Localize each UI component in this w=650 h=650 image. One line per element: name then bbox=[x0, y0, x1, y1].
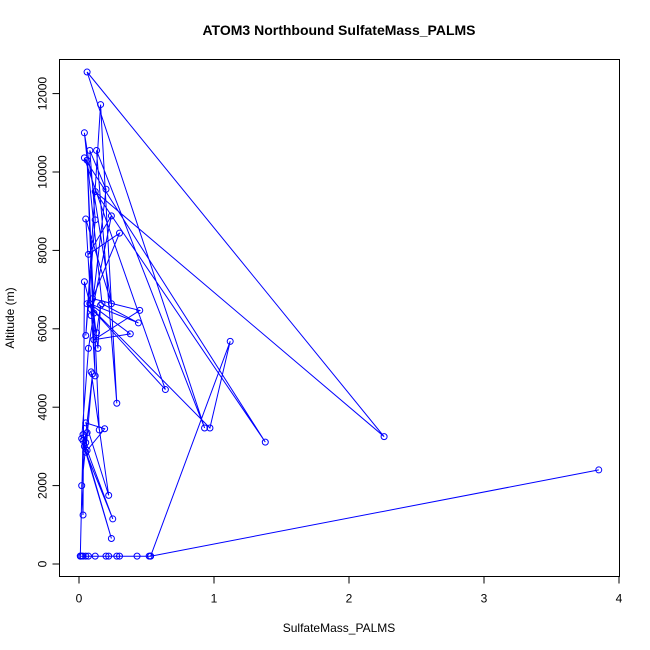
data-point bbox=[93, 329, 101, 337]
data-point bbox=[79, 552, 87, 560]
data-point bbox=[89, 370, 96, 378]
data-point bbox=[84, 344, 92, 352]
y-tick-label: 10000 bbox=[36, 155, 50, 189]
y-axis: 0 2000 4000 6000 8000 10000 12000 bbox=[36, 77, 60, 567]
data-point bbox=[102, 552, 110, 560]
data-point bbox=[105, 552, 113, 560]
data-point bbox=[206, 424, 214, 432]
series-layer bbox=[76, 68, 603, 560]
data-point bbox=[76, 552, 84, 560]
data-point bbox=[83, 300, 91, 308]
data-point bbox=[101, 425, 109, 433]
x-axis: 0 1 2 3 4 bbox=[76, 576, 623, 606]
data-point bbox=[82, 331, 90, 339]
x-tick-label: 4 bbox=[616, 592, 623, 606]
data-point bbox=[226, 337, 234, 345]
data-point bbox=[83, 156, 91, 164]
data-point bbox=[126, 330, 134, 338]
data-point bbox=[78, 435, 86, 443]
data-point bbox=[595, 466, 603, 474]
data-point bbox=[91, 188, 99, 196]
data-point bbox=[113, 552, 121, 560]
data-point bbox=[78, 482, 86, 490]
data-point bbox=[79, 511, 87, 519]
data-point bbox=[87, 368, 95, 376]
y-axis-label: Altitude (m) bbox=[3, 287, 17, 348]
data-point bbox=[161, 386, 169, 394]
y-tick-label: 2000 bbox=[36, 472, 50, 499]
data-point bbox=[107, 212, 115, 220]
x-tick-label: 0 bbox=[76, 592, 83, 606]
series-line bbox=[79, 71, 599, 557]
data-point bbox=[102, 185, 110, 193]
data-point bbox=[82, 419, 90, 427]
y-tick-label: 8000 bbox=[36, 237, 50, 264]
data-point bbox=[116, 552, 123, 560]
data-point bbox=[133, 552, 141, 560]
data-point bbox=[109, 515, 117, 523]
data-point bbox=[147, 552, 155, 560]
data-point bbox=[97, 101, 105, 109]
data-point bbox=[79, 437, 87, 445]
data-point bbox=[97, 301, 105, 309]
data-point bbox=[380, 433, 388, 441]
data-point bbox=[83, 429, 91, 437]
data-point bbox=[134, 319, 142, 327]
data-point bbox=[83, 68, 91, 76]
data-point bbox=[94, 344, 102, 352]
data-point bbox=[84, 250, 92, 258]
x-axis-label: SulfateMass_PALMS bbox=[283, 621, 396, 635]
data-point bbox=[86, 146, 94, 154]
data-point bbox=[116, 229, 123, 237]
data-point bbox=[82, 552, 90, 560]
data-point bbox=[91, 216, 99, 224]
y-tick-label: 12000 bbox=[36, 77, 50, 111]
x-tick-label: 1 bbox=[211, 592, 218, 606]
data-point bbox=[107, 300, 115, 308]
data-point bbox=[98, 300, 106, 308]
chart-title: ATOM3 Northbound SulfateMass_PALMS bbox=[202, 22, 475, 38]
x-tick-label: 2 bbox=[346, 592, 353, 606]
data-point bbox=[136, 306, 144, 314]
data-point bbox=[91, 552, 99, 560]
data-point bbox=[105, 491, 113, 499]
data-point bbox=[113, 399, 121, 407]
data-point bbox=[107, 535, 115, 543]
y-tick-label: 4000 bbox=[36, 394, 50, 421]
data-point bbox=[80, 278, 88, 286]
y-tick-label: 0 bbox=[36, 560, 50, 567]
data-point bbox=[93, 146, 101, 154]
y-tick-label: 6000 bbox=[36, 315, 50, 342]
data-point bbox=[261, 438, 269, 446]
data-point bbox=[80, 129, 88, 137]
data-point bbox=[201, 424, 209, 432]
data-point bbox=[90, 336, 98, 344]
data-point bbox=[84, 552, 92, 560]
data-point bbox=[90, 309, 98, 317]
x-tick-label: 3 bbox=[481, 592, 488, 606]
data-point bbox=[82, 215, 90, 223]
